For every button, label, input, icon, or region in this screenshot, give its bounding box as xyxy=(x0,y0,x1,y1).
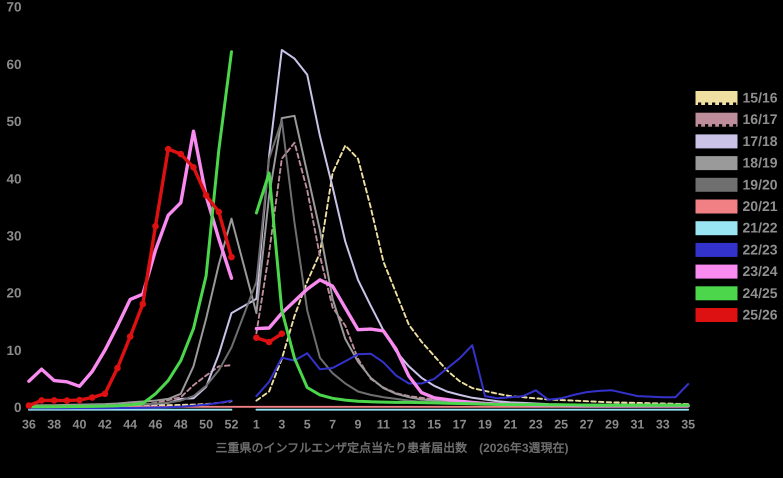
svg-text:22/23: 22/23 xyxy=(743,241,778,257)
svg-text:31: 31 xyxy=(630,418,644,432)
svg-text:17/18: 17/18 xyxy=(743,133,778,149)
svg-text:46: 46 xyxy=(149,418,163,432)
svg-text:50: 50 xyxy=(199,418,213,432)
svg-text:三重県のインフルエンザ定点当たり患者届出数 (2026年3週: 三重県のインフルエンザ定点当たり患者届出数 (2026年3週現在) xyxy=(215,441,568,455)
svg-text:15/16: 15/16 xyxy=(743,90,778,106)
svg-text:52: 52 xyxy=(225,418,239,432)
svg-text:29: 29 xyxy=(605,418,619,432)
svg-text:10: 10 xyxy=(6,343,21,358)
svg-text:23/24: 23/24 xyxy=(743,263,778,279)
svg-text:27: 27 xyxy=(580,418,594,432)
svg-text:42: 42 xyxy=(98,418,112,432)
svg-text:13: 13 xyxy=(402,418,416,432)
svg-text:30: 30 xyxy=(6,229,21,244)
svg-text:44: 44 xyxy=(123,418,137,432)
svg-text:3: 3 xyxy=(278,418,285,432)
svg-text:17: 17 xyxy=(453,418,467,432)
svg-text:0: 0 xyxy=(14,400,22,415)
svg-text:7: 7 xyxy=(329,418,336,432)
svg-text:20: 20 xyxy=(6,286,21,301)
svg-text:15: 15 xyxy=(427,418,441,432)
svg-text:70: 70 xyxy=(6,0,21,15)
svg-text:24/25: 24/25 xyxy=(743,285,778,301)
svg-text:11: 11 xyxy=(377,418,390,432)
svg-text:5: 5 xyxy=(304,418,311,432)
svg-text:1: 1 xyxy=(253,418,260,432)
svg-text:20/21: 20/21 xyxy=(743,198,778,214)
svg-text:40: 40 xyxy=(6,171,21,186)
svg-text:50: 50 xyxy=(6,114,21,129)
svg-text:19: 19 xyxy=(478,418,492,432)
svg-text:16/17: 16/17 xyxy=(743,111,778,127)
svg-text:35: 35 xyxy=(681,418,695,432)
svg-text:38: 38 xyxy=(47,418,61,432)
svg-text:23: 23 xyxy=(529,418,543,432)
svg-text:25/26: 25/26 xyxy=(743,307,778,323)
svg-text:48: 48 xyxy=(174,418,188,432)
svg-text:40: 40 xyxy=(73,418,87,432)
svg-text:33: 33 xyxy=(656,418,670,432)
svg-text:18/19: 18/19 xyxy=(743,155,778,171)
svg-text:21: 21 xyxy=(503,418,517,432)
svg-text:60: 60 xyxy=(6,57,21,72)
svg-text:21/22: 21/22 xyxy=(743,220,778,236)
svg-text:36: 36 xyxy=(22,418,36,432)
svg-text:9: 9 xyxy=(355,418,362,432)
svg-text:19/20: 19/20 xyxy=(743,176,778,192)
svg-text:25: 25 xyxy=(554,418,568,432)
